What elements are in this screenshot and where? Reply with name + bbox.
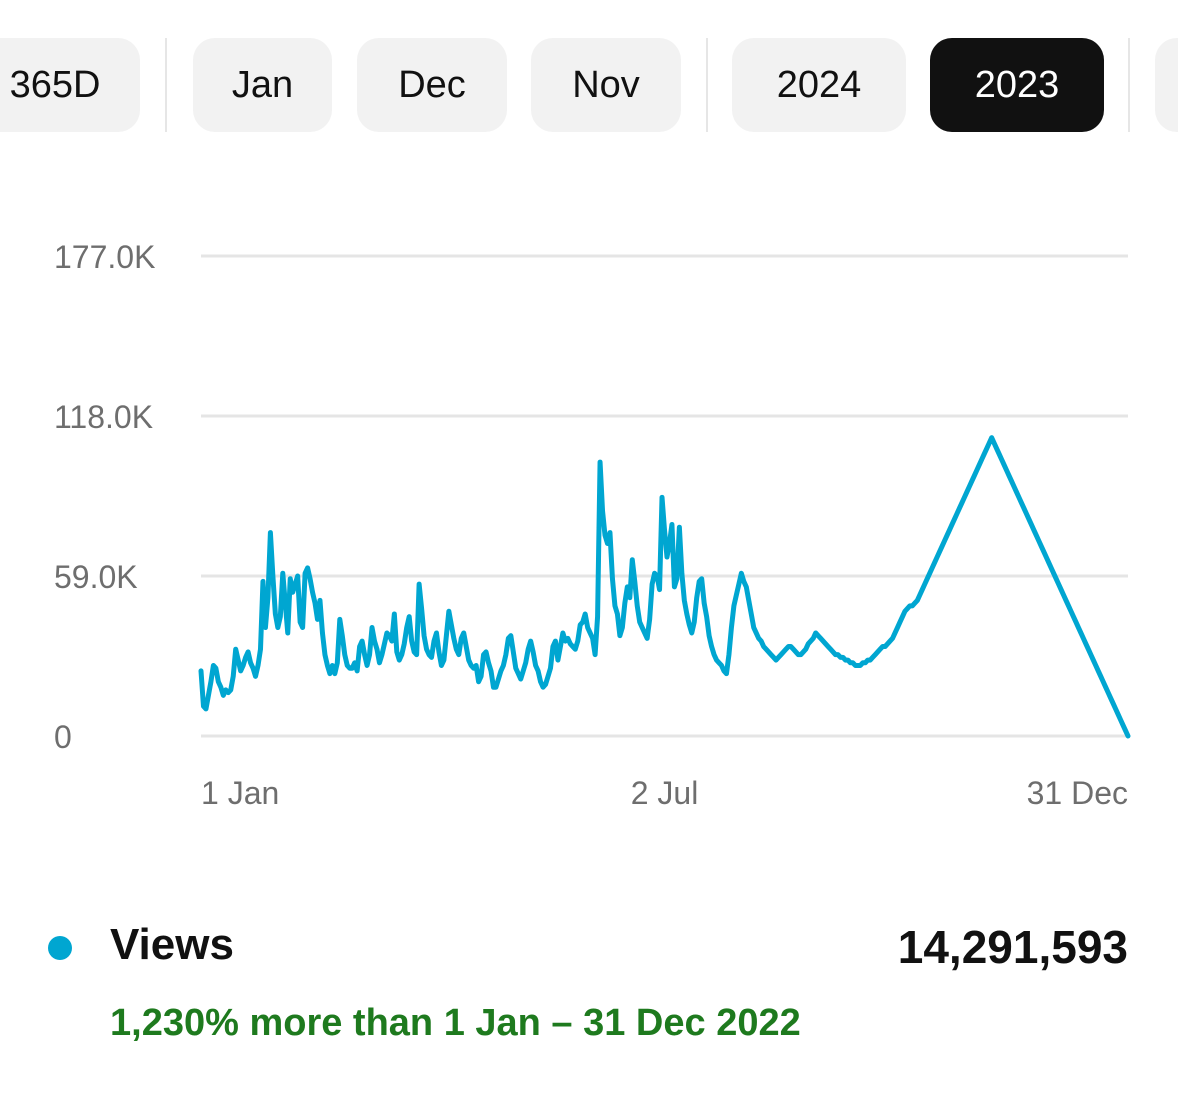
- tab-2024[interactable]: 2024: [732, 38, 906, 132]
- comparison-text: 1,230% more than 1 Jan – 31 Dec 2022: [110, 1002, 801, 1044]
- y-tick-label: 59.0K: [54, 559, 138, 595]
- tab-divider: [1128, 38, 1130, 132]
- y-tick-label: 177.0K: [54, 239, 155, 275]
- tab-label: 365D: [9, 63, 101, 106]
- tab-365d[interactable]: 365D: [0, 38, 140, 132]
- date-range-tabs: 365D Jan Dec Nov 2024 2023: [0, 0, 1178, 170]
- tab-jan[interactable]: Jan: [193, 38, 332, 132]
- y-tick-label: 118.0K: [54, 399, 153, 435]
- x-tick-label: 1 Jan: [201, 775, 279, 811]
- tab-label: Nov: [572, 63, 640, 106]
- y-tick-label: 0: [54, 719, 72, 755]
- x-tick-label: 2 Jul: [631, 775, 699, 811]
- views-summary: Views 14,291,593 1,230% more than 1 Jan …: [0, 900, 1178, 1080]
- x-tick-label: 31 Dec: [1027, 775, 1128, 811]
- series-line-views: [198, 435, 1131, 739]
- series-legend-dot: [48, 936, 72, 960]
- views-chart: 0 59.0K 118.0K 177.0K 1 Jan 2 Jul 31 Dec: [0, 200, 1178, 840]
- tab-label: Jan: [231, 63, 294, 106]
- tab-dec[interactable]: Dec: [357, 38, 507, 132]
- tab-label: Dec: [398, 63, 466, 106]
- metric-value: 14,291,593: [897, 921, 1128, 973]
- tab-label: 2023: [974, 63, 1060, 106]
- tab-divider: [165, 38, 167, 132]
- metric-label: Views: [110, 920, 234, 969]
- tab-next[interactable]: [1155, 38, 1178, 132]
- views-line-chart: 0 59.0K 118.0K 177.0K 1 Jan 2 Jul 31 Dec: [54, 239, 1131, 811]
- tab-label: 2024: [776, 63, 862, 106]
- tab-nov[interactable]: Nov: [531, 38, 681, 132]
- tab-divider: [706, 38, 708, 132]
- tab-2023[interactable]: 2023: [930, 38, 1104, 132]
